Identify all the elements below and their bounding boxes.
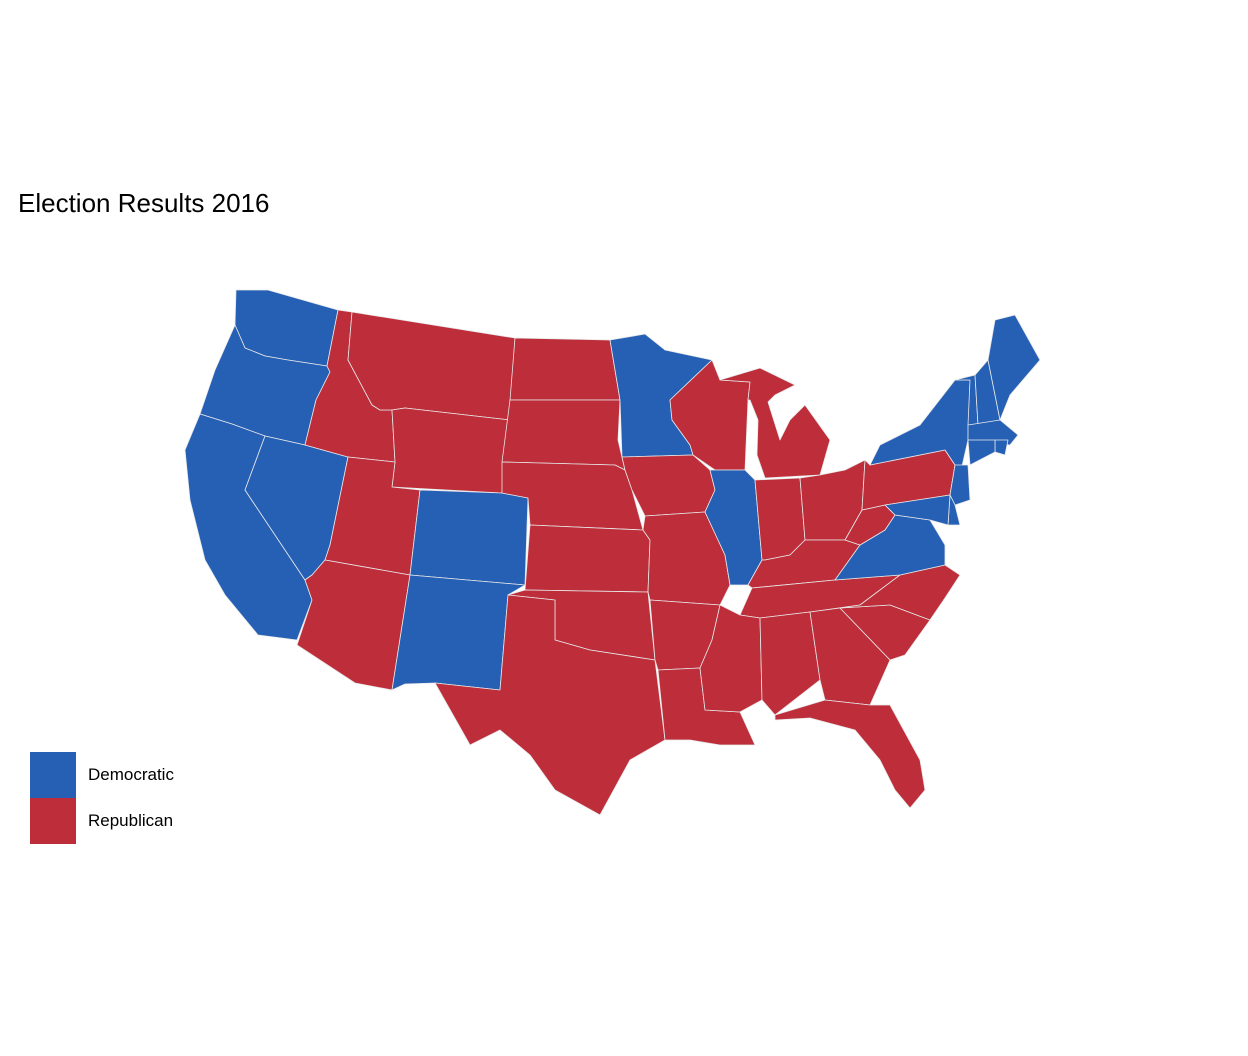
state-il (704, 469, 763, 586)
legend-swatch-democratic (30, 752, 76, 798)
legend-item-republican: Republican (30, 798, 174, 844)
state-nd (509, 337, 621, 401)
state-ri (994, 439, 1009, 456)
state-tx (434, 594, 666, 816)
legend: Democratic Republican (30, 752, 174, 844)
state-az (296, 559, 411, 691)
state-fl (774, 699, 926, 809)
state-md (884, 494, 951, 526)
state-mi (719, 367, 831, 479)
state-mt (347, 311, 516, 421)
legend-label-democratic: Democratic (88, 765, 174, 784)
legend-item-democratic: Democratic (30, 752, 174, 798)
state-ma (967, 419, 1019, 446)
state-sd (501, 399, 626, 471)
legend-swatch-republican (30, 798, 76, 844)
state-ks (524, 524, 651, 593)
states-layer (184, 289, 1041, 816)
map-title: Election Results 2016 (18, 188, 270, 218)
state-ct (967, 439, 996, 466)
legend-label-republican: Republican (88, 811, 174, 830)
state-wy (391, 407, 511, 494)
state-nj (949, 464, 971, 506)
state-co (409, 489, 529, 586)
state-al (759, 611, 821, 716)
